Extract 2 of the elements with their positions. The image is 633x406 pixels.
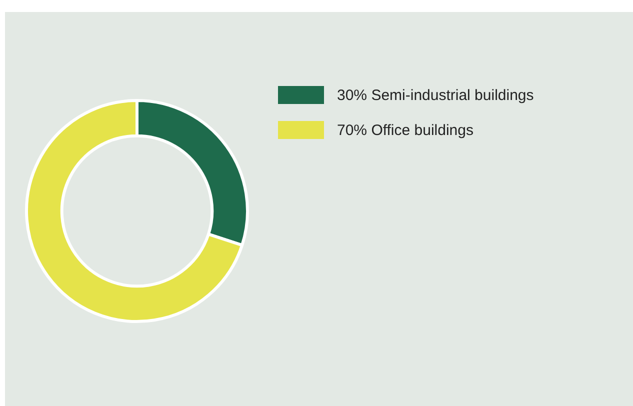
legend-label: 30% Semi-industrial buildings	[337, 86, 534, 104]
legend-label: 70% Office buildings	[337, 122, 474, 138]
